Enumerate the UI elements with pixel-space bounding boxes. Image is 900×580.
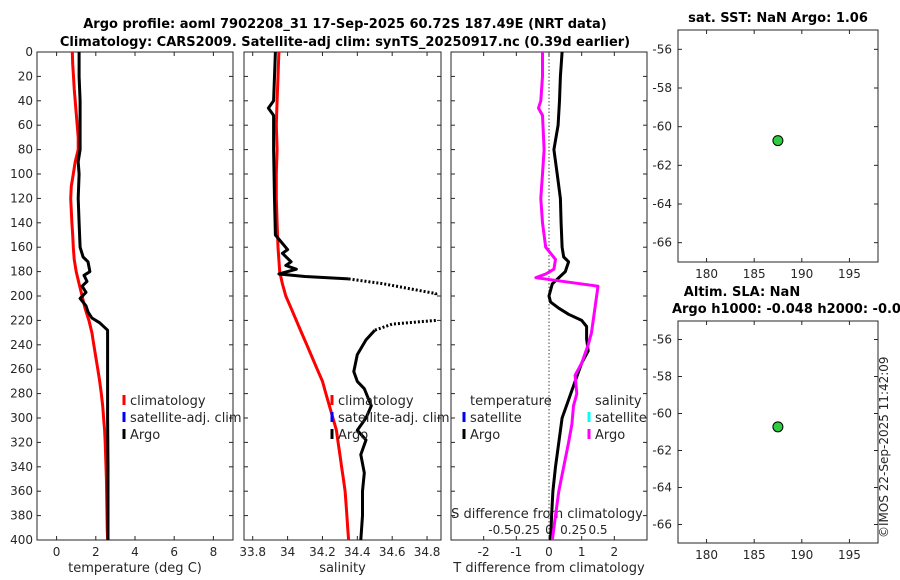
sla_map-argo-marker <box>772 421 784 433</box>
chart-panels: 0204060801001201401601802002202402602803… <box>10 11 900 576</box>
depth-tick-label: 380 <box>10 509 33 523</box>
difference-xtick-label: 1 <box>578 545 586 559</box>
depth-tick-label: 260 <box>10 362 33 376</box>
sst_map-ytick-label: -60 <box>652 120 672 134</box>
sla-map-subtitle: Argo h1000: -0.048 h2000: -0.06 <box>672 302 900 317</box>
difference-legend-right-label: satellite <box>595 411 647 426</box>
depth-tick-label: 360 <box>10 484 33 498</box>
temperature-xlabel: temperature (deg C) <box>68 561 202 576</box>
sla_map-ytick-label: -64 <box>652 481 672 495</box>
sst_map-ytick-label: -66 <box>652 236 672 250</box>
temperature-argo-line <box>76 52 110 540</box>
difference-xtick-label: 0 <box>545 545 553 559</box>
difference-top-tick-label: 0.5 <box>588 523 607 537</box>
difference-legend-right-label: Argo <box>595 428 625 443</box>
depth-tick-label: 220 <box>10 313 33 327</box>
sla_map-ytick-label: -62 <box>652 444 672 458</box>
depth-tick-label: 340 <box>10 460 33 474</box>
sst_map-argo-marker <box>772 135 784 147</box>
difference-top-xlabel: S difference from climatology <box>451 507 643 522</box>
sla_map-ytick-label: -56 <box>652 333 672 347</box>
sst_map-ytick-label: -62 <box>652 158 672 172</box>
salinity-argo-line-deep <box>352 329 376 541</box>
salinity-xtick-label: 33.8 <box>239 545 266 559</box>
title-line-1: Argo profile: aoml 7902208_31 17-Sep-202… <box>83 17 607 32</box>
copyright-label: ©IMOS 22-Sep-2025 11:42:09 <box>877 356 891 538</box>
sst_map-ytick-label: -64 <box>652 197 672 211</box>
depth-tick-label: 300 <box>10 411 33 425</box>
salinity-argo-dotted-line <box>348 277 438 296</box>
depth-tick-label: 120 <box>10 191 33 205</box>
depth-tick-label: 280 <box>10 387 33 401</box>
difference-t-difference-line <box>547 51 590 541</box>
depth-tick-label: 20 <box>18 69 33 83</box>
difference-top-tick-label: -0.5 <box>488 523 511 537</box>
sst_map-ytick-label: -56 <box>652 42 672 56</box>
difference-legend-left-label: temperature <box>470 394 552 409</box>
depth-tick-label: 320 <box>10 435 33 449</box>
temperature-xtick-label: 2 <box>92 545 100 559</box>
temperature-xtick-label: 6 <box>170 545 178 559</box>
temperature-legend-label: satellite-adj. clim <box>130 411 242 426</box>
salinity-legend-label: Argo <box>338 428 368 443</box>
salinity-xtick-label: 34.2 <box>309 545 336 559</box>
salinity-xtick-label: 34.4 <box>344 545 371 559</box>
depth-tick-label: 200 <box>10 289 33 303</box>
sla_map-xtick-label: 185 <box>743 548 766 562</box>
difference-xtick-label: -2 <box>478 545 490 559</box>
sst_map-xtick-label: 180 <box>695 267 718 281</box>
depth-tick-label: 240 <box>10 338 33 352</box>
difference-xlabel: T difference from climatology <box>452 561 645 576</box>
depth-tick-label: 80 <box>18 143 33 157</box>
sla_map-xtick-label: 190 <box>790 548 813 562</box>
temperature-xtick-label: 4 <box>131 545 139 559</box>
temperature-axes-box <box>36 51 234 541</box>
sla-map-title: Altim. SLA: NaN <box>684 285 800 300</box>
salinity-climatology-line <box>274 51 351 541</box>
depth-tick-label: 60 <box>18 118 33 132</box>
sst_map-xtick-label: 195 <box>838 267 861 281</box>
salinity-xtick-label: 34 <box>280 545 295 559</box>
difference-xtick-label: -1 <box>510 545 522 559</box>
salinity-legend-label: climatology <box>338 394 414 409</box>
salinity-xtick-label: 34.6 <box>379 545 406 559</box>
depth-tick-label: 40 <box>18 94 33 108</box>
depth-tick-label: 400 <box>10 533 33 547</box>
salinity-xlabel: salinity <box>319 561 366 576</box>
difference-top-tick-label: -0.25 <box>509 523 540 537</box>
difference-xtick-label: 2 <box>611 545 619 559</box>
temperature-xtick-label: 8 <box>210 545 218 559</box>
sla_map-xtick-label: 180 <box>695 548 718 562</box>
salinity-xtick-label: 34.8 <box>414 545 441 559</box>
temperature-xtick-label: 0 <box>53 545 61 559</box>
depth-tick-label: 160 <box>10 240 33 254</box>
temperature-legend-label: climatology <box>130 394 206 409</box>
difference-top-tick-label: 0 <box>545 523 553 537</box>
difference-legend-left-label: satellite <box>470 411 522 426</box>
sst_map-xtick-label: 190 <box>790 267 813 281</box>
difference-top-tick-label: 0.25 <box>560 523 587 537</box>
title-line-2: Climatology: CARS2009. Satellite-adj cli… <box>60 35 630 50</box>
sla_map-ytick-label: -66 <box>652 518 672 532</box>
depth-tick-label: 0 <box>25 45 33 59</box>
sst_map-ytick-label: -58 <box>652 81 672 95</box>
difference-legend-left-label: Argo <box>470 428 500 443</box>
salinity-legend-label: satellite-adj. clim <box>338 411 450 426</box>
sst_map-xtick-label: 185 <box>743 267 766 281</box>
salinity-argo-line <box>266 51 349 281</box>
depth-tick-label: 100 <box>10 167 33 181</box>
depth-tick-label: 140 <box>10 216 33 230</box>
temperature-legend-label: Argo <box>130 428 160 443</box>
difference-legend-right-label: salinity <box>595 394 642 409</box>
difference-s-difference-line <box>534 52 600 541</box>
sst-map-title: sat. SST: NaN Argo: 1.06 <box>688 11 868 26</box>
depth-tick-label: 180 <box>10 265 33 279</box>
sla_map-xtick-label: 195 <box>838 548 861 562</box>
sla_map-ytick-label: -60 <box>652 407 672 421</box>
salinity-argo-dotted-line-lower <box>374 318 436 332</box>
sla_map-ytick-label: -58 <box>652 370 672 384</box>
